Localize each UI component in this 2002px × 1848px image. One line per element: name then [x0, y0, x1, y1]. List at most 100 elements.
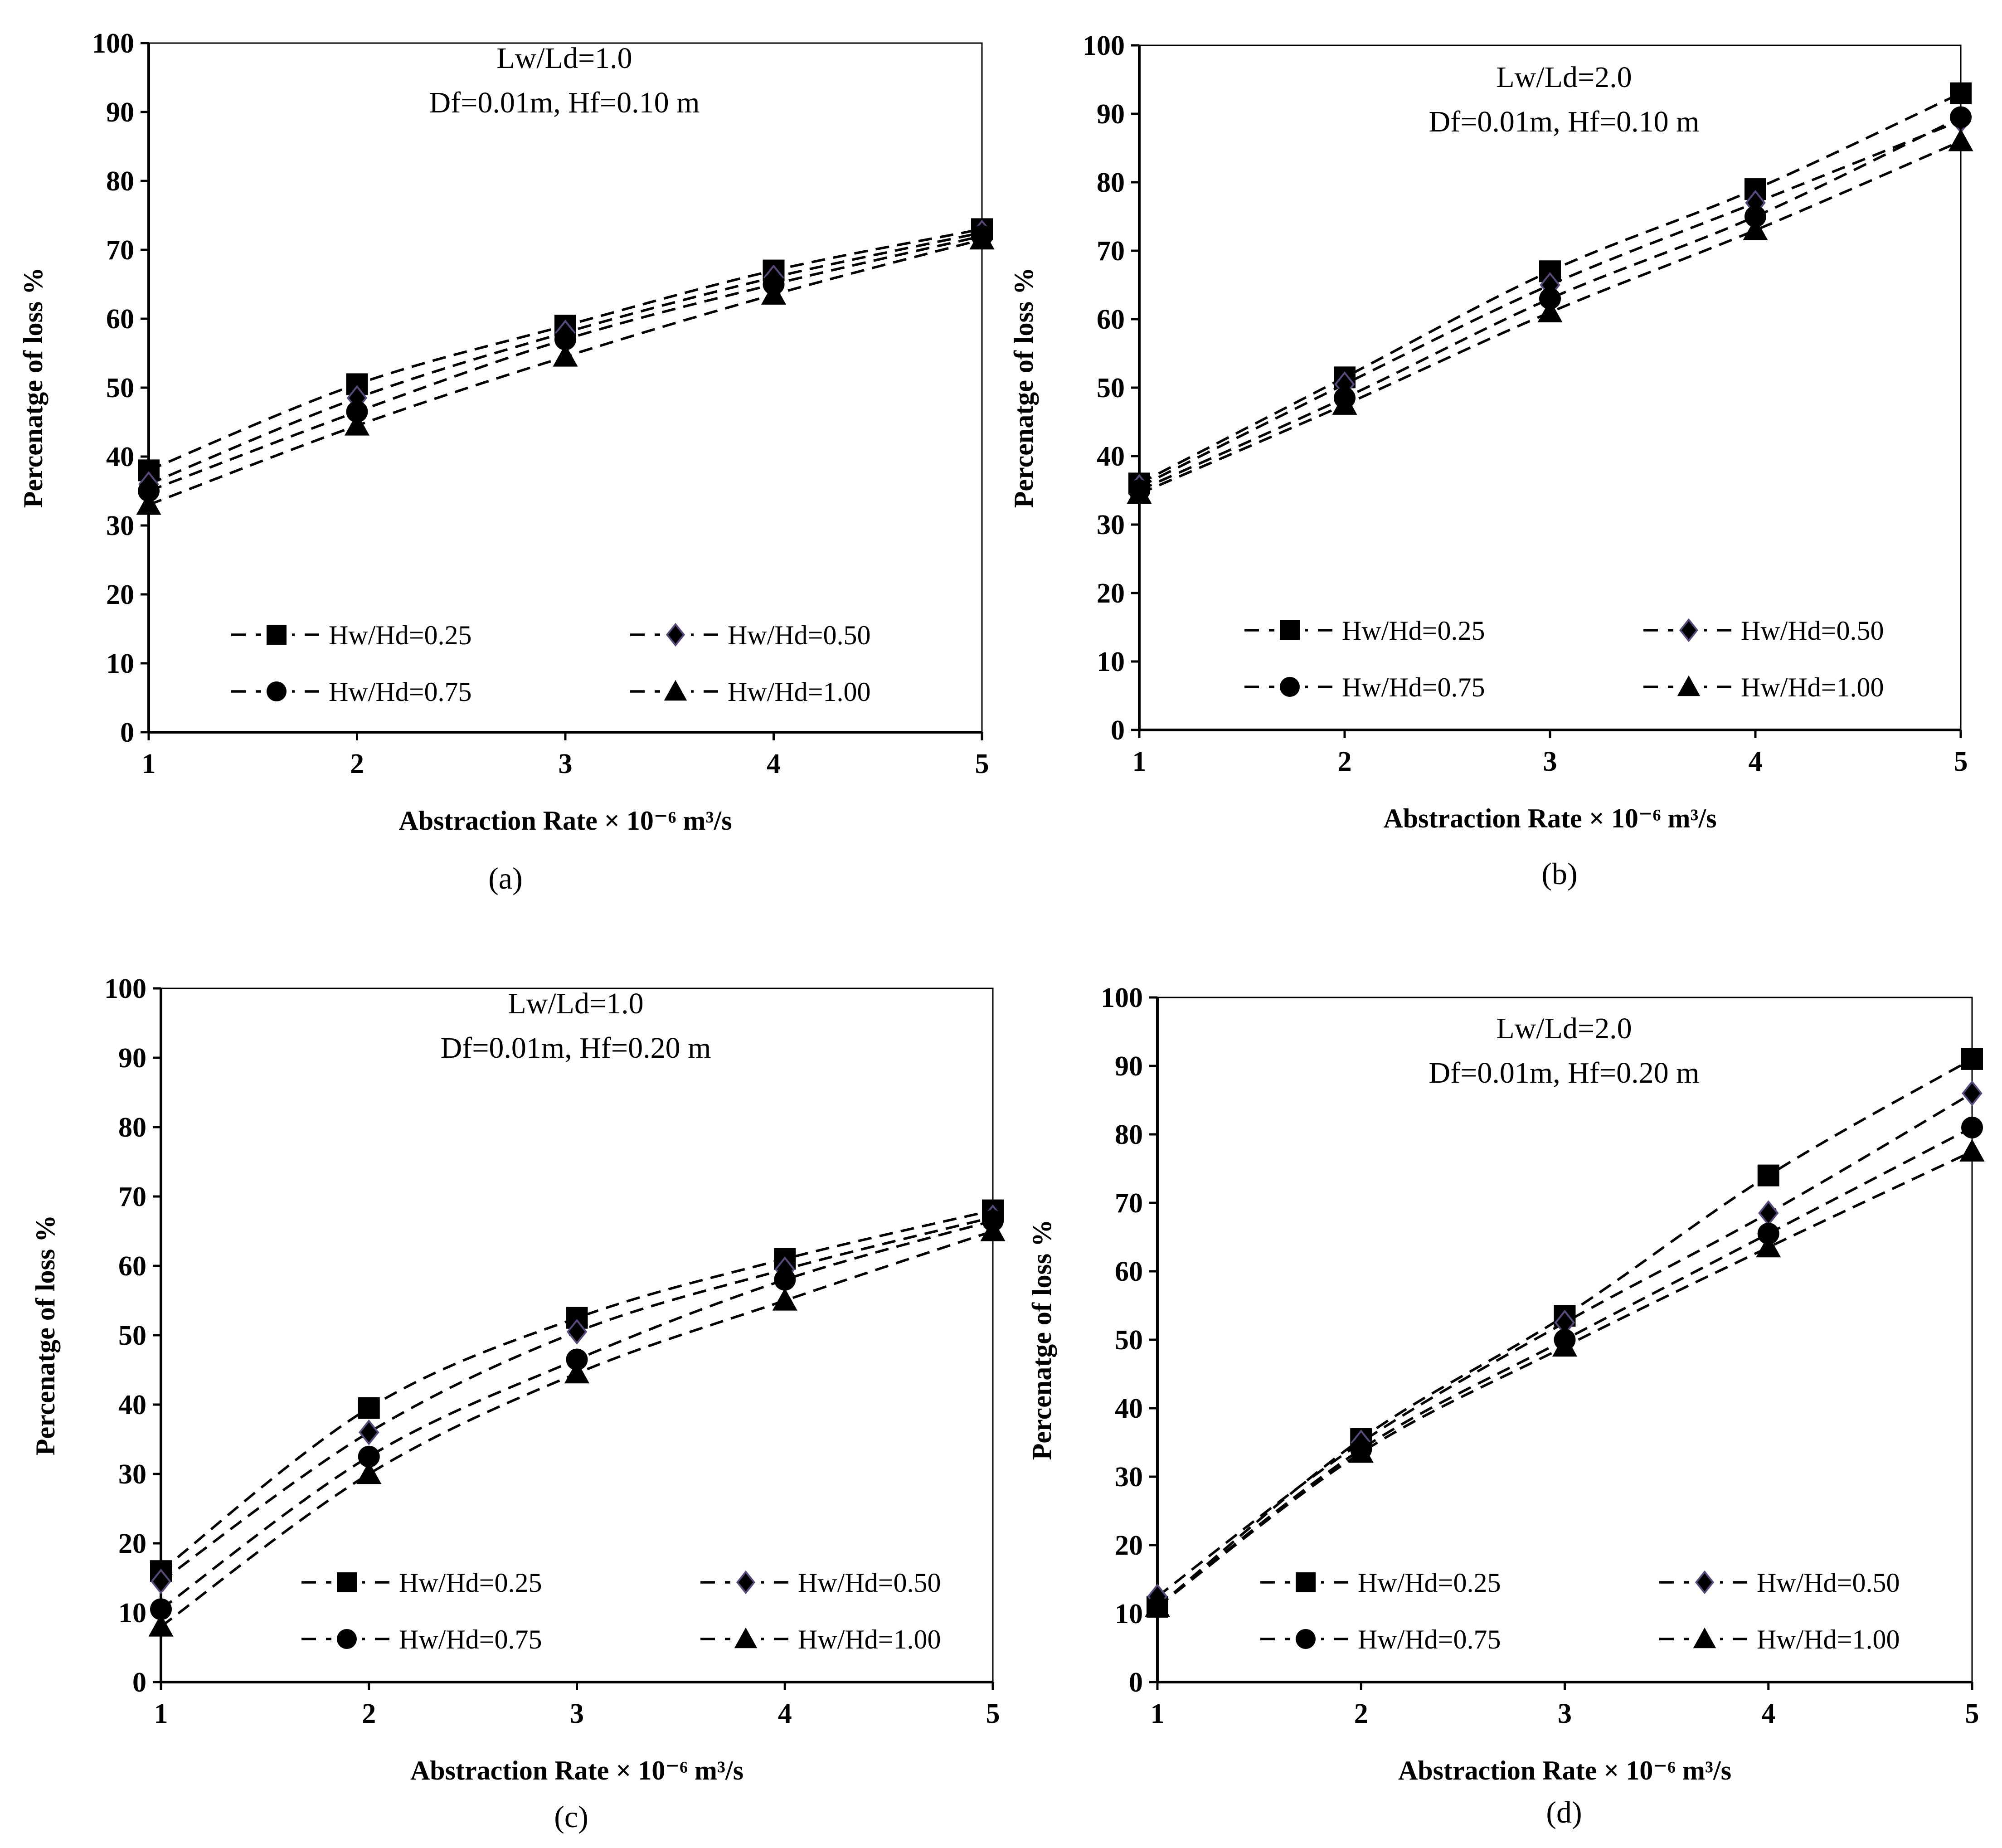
x-axis-title: Abstraction Rate × 10⁻⁶ m³/s — [1398, 1756, 1731, 1785]
y-tick-label: 60 — [1097, 304, 1125, 335]
legend-label: Hw/Hd=0.50 — [1757, 1568, 1900, 1598]
chart-annotation-line: Df=0.01m, Hf=0.20 m — [441, 1031, 711, 1065]
legend-marker-triangle — [1693, 1627, 1716, 1649]
y-tick-label: 70 — [1097, 236, 1125, 267]
y-tick-label: 60 — [118, 1251, 146, 1282]
chart-annotation-line: Df=0.01m, Hf=0.10 m — [1429, 105, 1700, 138]
data-point-circle — [1757, 1222, 1779, 1245]
legend-label: Hw/Hd=0.25 — [1358, 1568, 1501, 1598]
panel-caption: (b) — [1541, 856, 1577, 891]
legend-label: Hw/Hd=0.50 — [1741, 616, 1884, 646]
legend-marker-diamond — [1679, 618, 1699, 642]
y-axis-title: Percenatge of loss % — [1009, 267, 1039, 508]
x-tick-label: 2 — [1338, 746, 1352, 777]
data-point-triangle — [1756, 1235, 1781, 1258]
data-point-triangle — [1145, 1594, 1170, 1617]
legend-marker-triangle — [1677, 675, 1701, 696]
series-line-triangle — [148, 238, 982, 506]
y-tick-label: 90 — [1097, 99, 1125, 130]
legend-marker-square — [1280, 620, 1300, 640]
legend-marker-triangle — [734, 1627, 758, 1649]
x-tick-label: 5 — [1965, 1698, 1979, 1729]
y-tick-label: 60 — [1115, 1256, 1143, 1287]
legend-marker-diamond — [736, 1570, 756, 1595]
data-point-circle — [1744, 205, 1766, 228]
data-point-circle — [1950, 106, 1972, 128]
y-tick-label: 20 — [106, 579, 134, 610]
data-point-square — [1950, 82, 1972, 104]
data-point-diamond — [1758, 1200, 1779, 1226]
y-tick-label: 20 — [1115, 1530, 1143, 1561]
x-tick-label: 2 — [1354, 1698, 1368, 1729]
legend-label: Hw/Hd=0.75 — [399, 1624, 542, 1654]
data-point-triangle — [980, 1218, 1006, 1241]
data-point-square — [1961, 1048, 1983, 1070]
legend-marker-diamond — [1695, 1570, 1715, 1595]
data-point-triangle — [1127, 481, 1152, 504]
legend-label: Hw/Hd=0.75 — [329, 677, 472, 707]
chart-annotation-line: Df=0.01m, Hf=0.20 m — [1429, 1056, 1700, 1089]
legend-marker-square — [1296, 1572, 1316, 1592]
x-tick-label: 1 — [1151, 1698, 1165, 1729]
legend-marker-diamond — [666, 622, 685, 647]
x-axis-title: Abstraction Rate × 10⁻⁶ m³/s — [410, 1756, 743, 1785]
y-tick-label: 40 — [106, 442, 134, 472]
y-axis-title: Percenatge of loss % — [18, 267, 48, 508]
x-tick-label: 3 — [1543, 746, 1557, 777]
y-tick-label: 40 — [118, 1390, 146, 1420]
y-tick-label: 30 — [118, 1459, 146, 1490]
y-tick-label: 50 — [118, 1320, 146, 1351]
data-point-circle — [554, 328, 576, 350]
x-tick-label: 5 — [986, 1698, 1000, 1729]
y-tick-label: 90 — [106, 97, 134, 128]
legend-entry: Hw/Hd=0.75 — [301, 1624, 542, 1654]
data-point-circle — [150, 1598, 172, 1620]
legend-entry: Hw/Hd=0.75 — [1244, 672, 1485, 702]
x-tick-label: 1 — [142, 749, 156, 779]
y-tick-label: 50 — [1097, 373, 1125, 404]
data-point-triangle — [1332, 392, 1357, 415]
chart-annotation-line: Lw/Ld=2.0 — [1496, 1012, 1632, 1045]
chart-panel-b: 0 10 20 30 40 50 60 70 80 90 100 1 2 3 4 5 Abstraction R… — [1009, 30, 1973, 891]
y-tick-label: 30 — [1097, 510, 1125, 540]
series-line-circle — [1156, 1126, 1973, 1608]
x-axis-title: Abstraction Rate × 10⁻⁶ m³/s — [398, 806, 732, 836]
legend-marker-square — [337, 1572, 357, 1592]
legend-marker-triangle — [664, 680, 687, 701]
y-tick-label: 100 — [1083, 30, 1125, 61]
data-point-triangle — [772, 1288, 797, 1311]
x-tick-label: 2 — [350, 749, 364, 779]
chart-annotation-line: Lw/Ld=1.0 — [508, 987, 643, 1020]
y-tick-label: 10 — [118, 1598, 146, 1629]
data-point-triangle — [1552, 1334, 1578, 1357]
x-tick-label: 3 — [1558, 1698, 1572, 1729]
legend-label: Hw/Hd=1.00 — [1741, 672, 1884, 702]
data-point-diamond — [359, 1419, 379, 1445]
y-tick-label: 50 — [106, 373, 134, 404]
y-tick-label: 80 — [106, 166, 134, 197]
legend-label: Hw/Hd=1.00 — [798, 1624, 941, 1654]
y-tick-label: 80 — [1115, 1119, 1143, 1150]
y-tick-label: 70 — [118, 1182, 146, 1212]
panel-caption: (c) — [554, 1799, 588, 1834]
y-tick-label: 30 — [106, 511, 134, 541]
panel-caption: (d) — [1546, 1795, 1582, 1829]
y-tick-label: 0 — [132, 1667, 146, 1698]
chart-panel-a: 0 10 20 30 40 50 60 70 80 90 100 1 2 3 4 5 Abstraction R… — [18, 28, 995, 895]
data-point-triangle — [761, 282, 787, 305]
legend-marker-circle — [267, 681, 287, 701]
y-tick-label: 80 — [1097, 167, 1125, 198]
legend-entry: Hw/Hd=1.00 — [1643, 672, 1884, 702]
legend-entry: Hw/Hd=0.50 — [1643, 616, 1884, 646]
legend-entry: Hw/Hd=0.25 — [1260, 1568, 1501, 1598]
data-point-circle — [774, 1269, 796, 1291]
data-point-triangle — [356, 1461, 382, 1484]
legend-label: Hw/Hd=0.25 — [399, 1568, 542, 1598]
series-line-triangle — [1156, 1150, 1973, 1608]
y-tick-label: 10 — [1097, 647, 1125, 677]
y-tick-label: 40 — [1115, 1393, 1143, 1424]
chart-panel-c: 0 10 20 30 40 50 60 70 80 90 100 1 2 3 4 5 Abstraction R… — [30, 973, 1006, 1834]
x-tick-label: 4 — [767, 749, 781, 779]
y-tick-label: 0 — [120, 717, 134, 748]
